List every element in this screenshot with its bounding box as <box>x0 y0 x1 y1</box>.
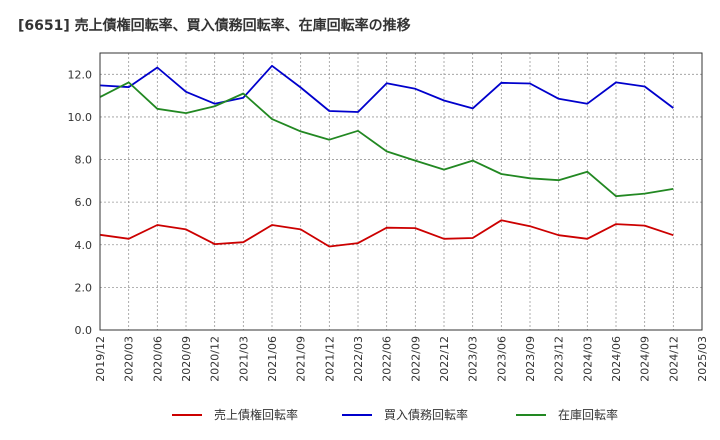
x-tick-label: 2020/12 <box>209 336 222 382</box>
x-tick-label: 2021/12 <box>323 336 336 382</box>
x-tick-label: 2022/03 <box>352 336 365 382</box>
y-tick-label: 2.0 <box>75 281 93 294</box>
x-tick-label: 2024/12 <box>667 336 680 382</box>
series-line-2 <box>99 81 674 198</box>
chart-title: [6651] 売上債権回転率、買入債務回転率、在庫回転率の推移 <box>18 17 411 34</box>
x-tick-label: 2024/06 <box>610 336 623 382</box>
y-tick-label: 0.0 <box>75 324 93 337</box>
legend-label-2: 在庫回転率 <box>558 407 618 422</box>
plot-frame <box>99 52 703 331</box>
legend: 売上債権回転率 買入債務回転率 在庫回転率 <box>172 407 618 422</box>
x-tick-label: 2022/09 <box>409 336 422 382</box>
y-tick-label: 12.0 <box>68 68 93 81</box>
x-tick-label: 2024/09 <box>639 336 652 382</box>
y-tick-label: 8.0 <box>75 154 93 167</box>
x-tick-labels: 2019/12 2020/03 2020/06 2020/09 2020/12 2021/… <box>94 336 709 382</box>
x-tick-label: 2024/03 <box>581 336 594 382</box>
x-tick-label: 2020/09 <box>180 336 193 382</box>
axes <box>99 52 703 331</box>
x-tick-label: 2023/03 <box>467 336 480 382</box>
x-tick-label: 2022/06 <box>381 336 394 382</box>
y-tick-labels: 0.0 2.0 4.0 6.0 8.0 10.0 12.0 <box>68 68 93 337</box>
x-tick-label: 2021/03 <box>237 336 250 382</box>
x-tick-label: 2020/03 <box>123 336 136 382</box>
series-line-0 <box>99 219 674 248</box>
x-tick-label: 2023/09 <box>524 336 537 382</box>
series-lines <box>99 64 674 248</box>
x-tick-label: 2022/12 <box>438 336 451 382</box>
x-tick-label: 2019/12 <box>94 336 107 382</box>
y-tick-label: 6.0 <box>75 196 93 209</box>
grid-lines <box>100 53 702 330</box>
x-tick-label: 2021/06 <box>266 336 279 382</box>
x-tick-label: 2020/06 <box>151 336 164 382</box>
y-tick-label: 10.0 <box>68 111 93 124</box>
legend-label-1: 買入債務回転率 <box>384 407 468 422</box>
x-tick-label: 2023/12 <box>553 336 566 382</box>
x-tick-label: 2021/09 <box>295 336 308 382</box>
x-tick-label: 2023/06 <box>495 336 508 382</box>
legend-label-0: 売上債権回転率 <box>214 407 298 422</box>
y-tick-label: 4.0 <box>75 239 93 252</box>
x-tick-label: 2025/03 <box>696 336 709 382</box>
series-line-1 <box>99 64 674 113</box>
